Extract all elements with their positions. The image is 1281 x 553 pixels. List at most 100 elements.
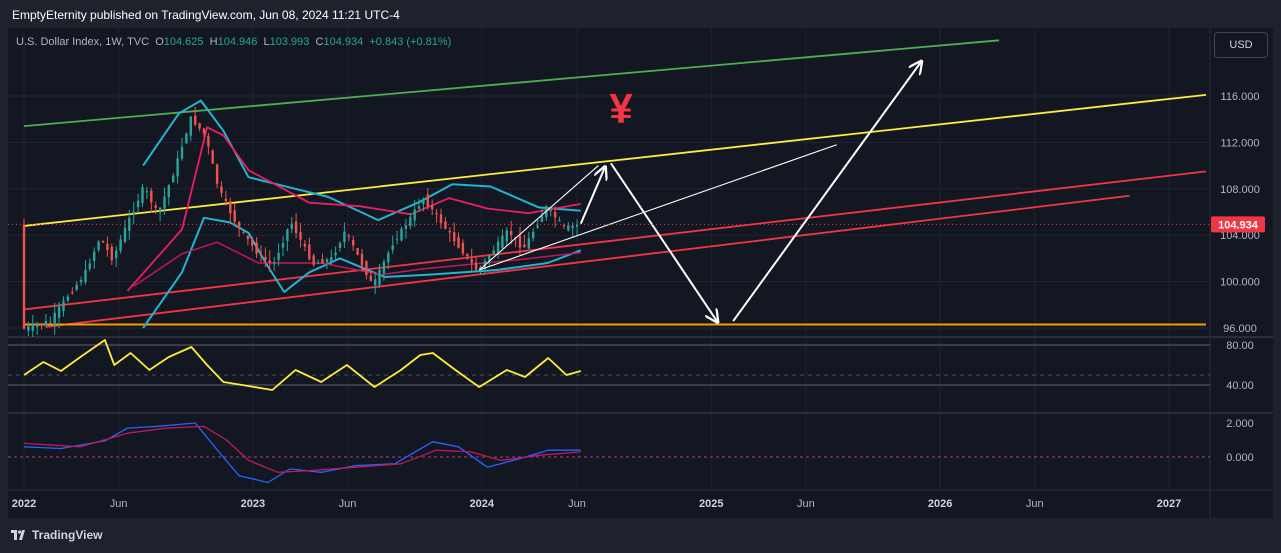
candle-body <box>299 232 302 240</box>
time-axis[interactable]: 2022 Jun 2023 Jun 2024 Jun 2025 Jun 2026 Jun 2027 <box>12 498 1181 510</box>
rsi-panel <box>8 339 1210 391</box>
candle <box>88 258 91 272</box>
candle-body <box>211 150 214 164</box>
candle <box>62 296 65 317</box>
candle <box>97 240 100 253</box>
candle-body <box>167 185 170 198</box>
currency-button[interactable]: USD <box>1214 32 1268 58</box>
candle <box>444 217 447 230</box>
candle-body <box>294 221 298 233</box>
moving-average-pink-line <box>126 126 581 292</box>
candle <box>470 248 473 272</box>
projection-line-0 <box>478 165 599 271</box>
candle-body <box>527 238 530 249</box>
publisher-bar: EmptyEternity published on TradingView.c… <box>0 0 1281 28</box>
candle-body <box>553 212 557 218</box>
candle <box>207 132 210 155</box>
candle-body <box>356 248 359 255</box>
candle <box>321 253 324 264</box>
bollinger-bands <box>126 99 582 329</box>
candle <box>501 229 504 250</box>
candle-body <box>194 115 197 125</box>
candle <box>453 222 456 246</box>
candle <box>549 207 552 217</box>
candle-body <box>79 280 83 283</box>
candle <box>106 236 109 257</box>
candle <box>435 209 438 223</box>
candle-body <box>66 296 70 301</box>
candle <box>527 231 530 250</box>
candle <box>532 228 535 242</box>
candle <box>198 122 201 132</box>
candle-body <box>40 323 43 325</box>
candle <box>510 221 513 245</box>
candle <box>382 259 386 281</box>
candle <box>299 223 302 248</box>
candle-body <box>132 211 135 216</box>
candle <box>163 187 166 215</box>
projection-drawings <box>8 62 1210 321</box>
candle <box>343 222 346 248</box>
candle-body <box>448 231 451 233</box>
candle <box>312 253 315 267</box>
candle <box>136 193 140 213</box>
candle <box>356 247 359 256</box>
candle <box>185 132 188 144</box>
candle-body <box>242 231 245 233</box>
bollinger-lower-line <box>142 216 582 329</box>
candle-body <box>31 324 34 331</box>
candle-body <box>71 291 74 293</box>
candle <box>202 127 206 138</box>
candle <box>518 226 522 256</box>
candle <box>303 239 307 252</box>
candle-body <box>505 230 508 242</box>
candle-body <box>136 200 140 208</box>
trendline-yellow-resistance <box>23 93 1207 227</box>
candle <box>128 209 131 240</box>
candle-body <box>251 240 254 246</box>
time-tick-label: Jun <box>1026 498 1044 510</box>
candle <box>176 150 179 184</box>
candle-body <box>115 250 118 259</box>
time-tick-label: 2025 <box>699 498 723 510</box>
candle <box>242 230 245 234</box>
candle-body <box>461 242 465 254</box>
candle-body <box>321 259 324 264</box>
candle-body <box>84 269 87 283</box>
candle-body <box>268 260 271 263</box>
candle-body <box>474 262 478 270</box>
candle-body <box>347 235 350 237</box>
candle <box>413 199 416 227</box>
candle <box>233 203 236 225</box>
candle-body <box>453 232 456 242</box>
candle <box>330 249 333 266</box>
candle-body <box>27 326 30 331</box>
candle <box>439 208 443 229</box>
price-axis[interactable]: 96.000 100.000 104.000 108.000 112.000 116.00… <box>1211 91 1265 464</box>
candle <box>417 198 421 212</box>
candle-body <box>536 225 539 228</box>
candle-body <box>312 255 315 265</box>
candle-body <box>158 207 162 211</box>
candle-body <box>308 244 311 260</box>
candle <box>431 199 434 216</box>
candle-body <box>518 235 522 248</box>
candle <box>575 219 579 236</box>
candle-body <box>110 246 113 261</box>
candle-body <box>189 116 192 136</box>
candle <box>409 212 412 230</box>
candle <box>268 250 271 273</box>
tradingview-logo-icon <box>11 530 25 540</box>
candle <box>31 314 34 337</box>
candle <box>237 221 241 237</box>
candle-body <box>409 216 412 226</box>
macd-panel <box>8 422 1210 484</box>
candle <box>492 245 495 256</box>
candle-body <box>202 128 206 134</box>
time-tick-label: Jun <box>797 498 815 510</box>
candle-body <box>128 217 131 231</box>
candle <box>49 316 52 324</box>
time-tick-label: Jun <box>110 498 128 510</box>
macd-signal-line <box>23 425 581 473</box>
